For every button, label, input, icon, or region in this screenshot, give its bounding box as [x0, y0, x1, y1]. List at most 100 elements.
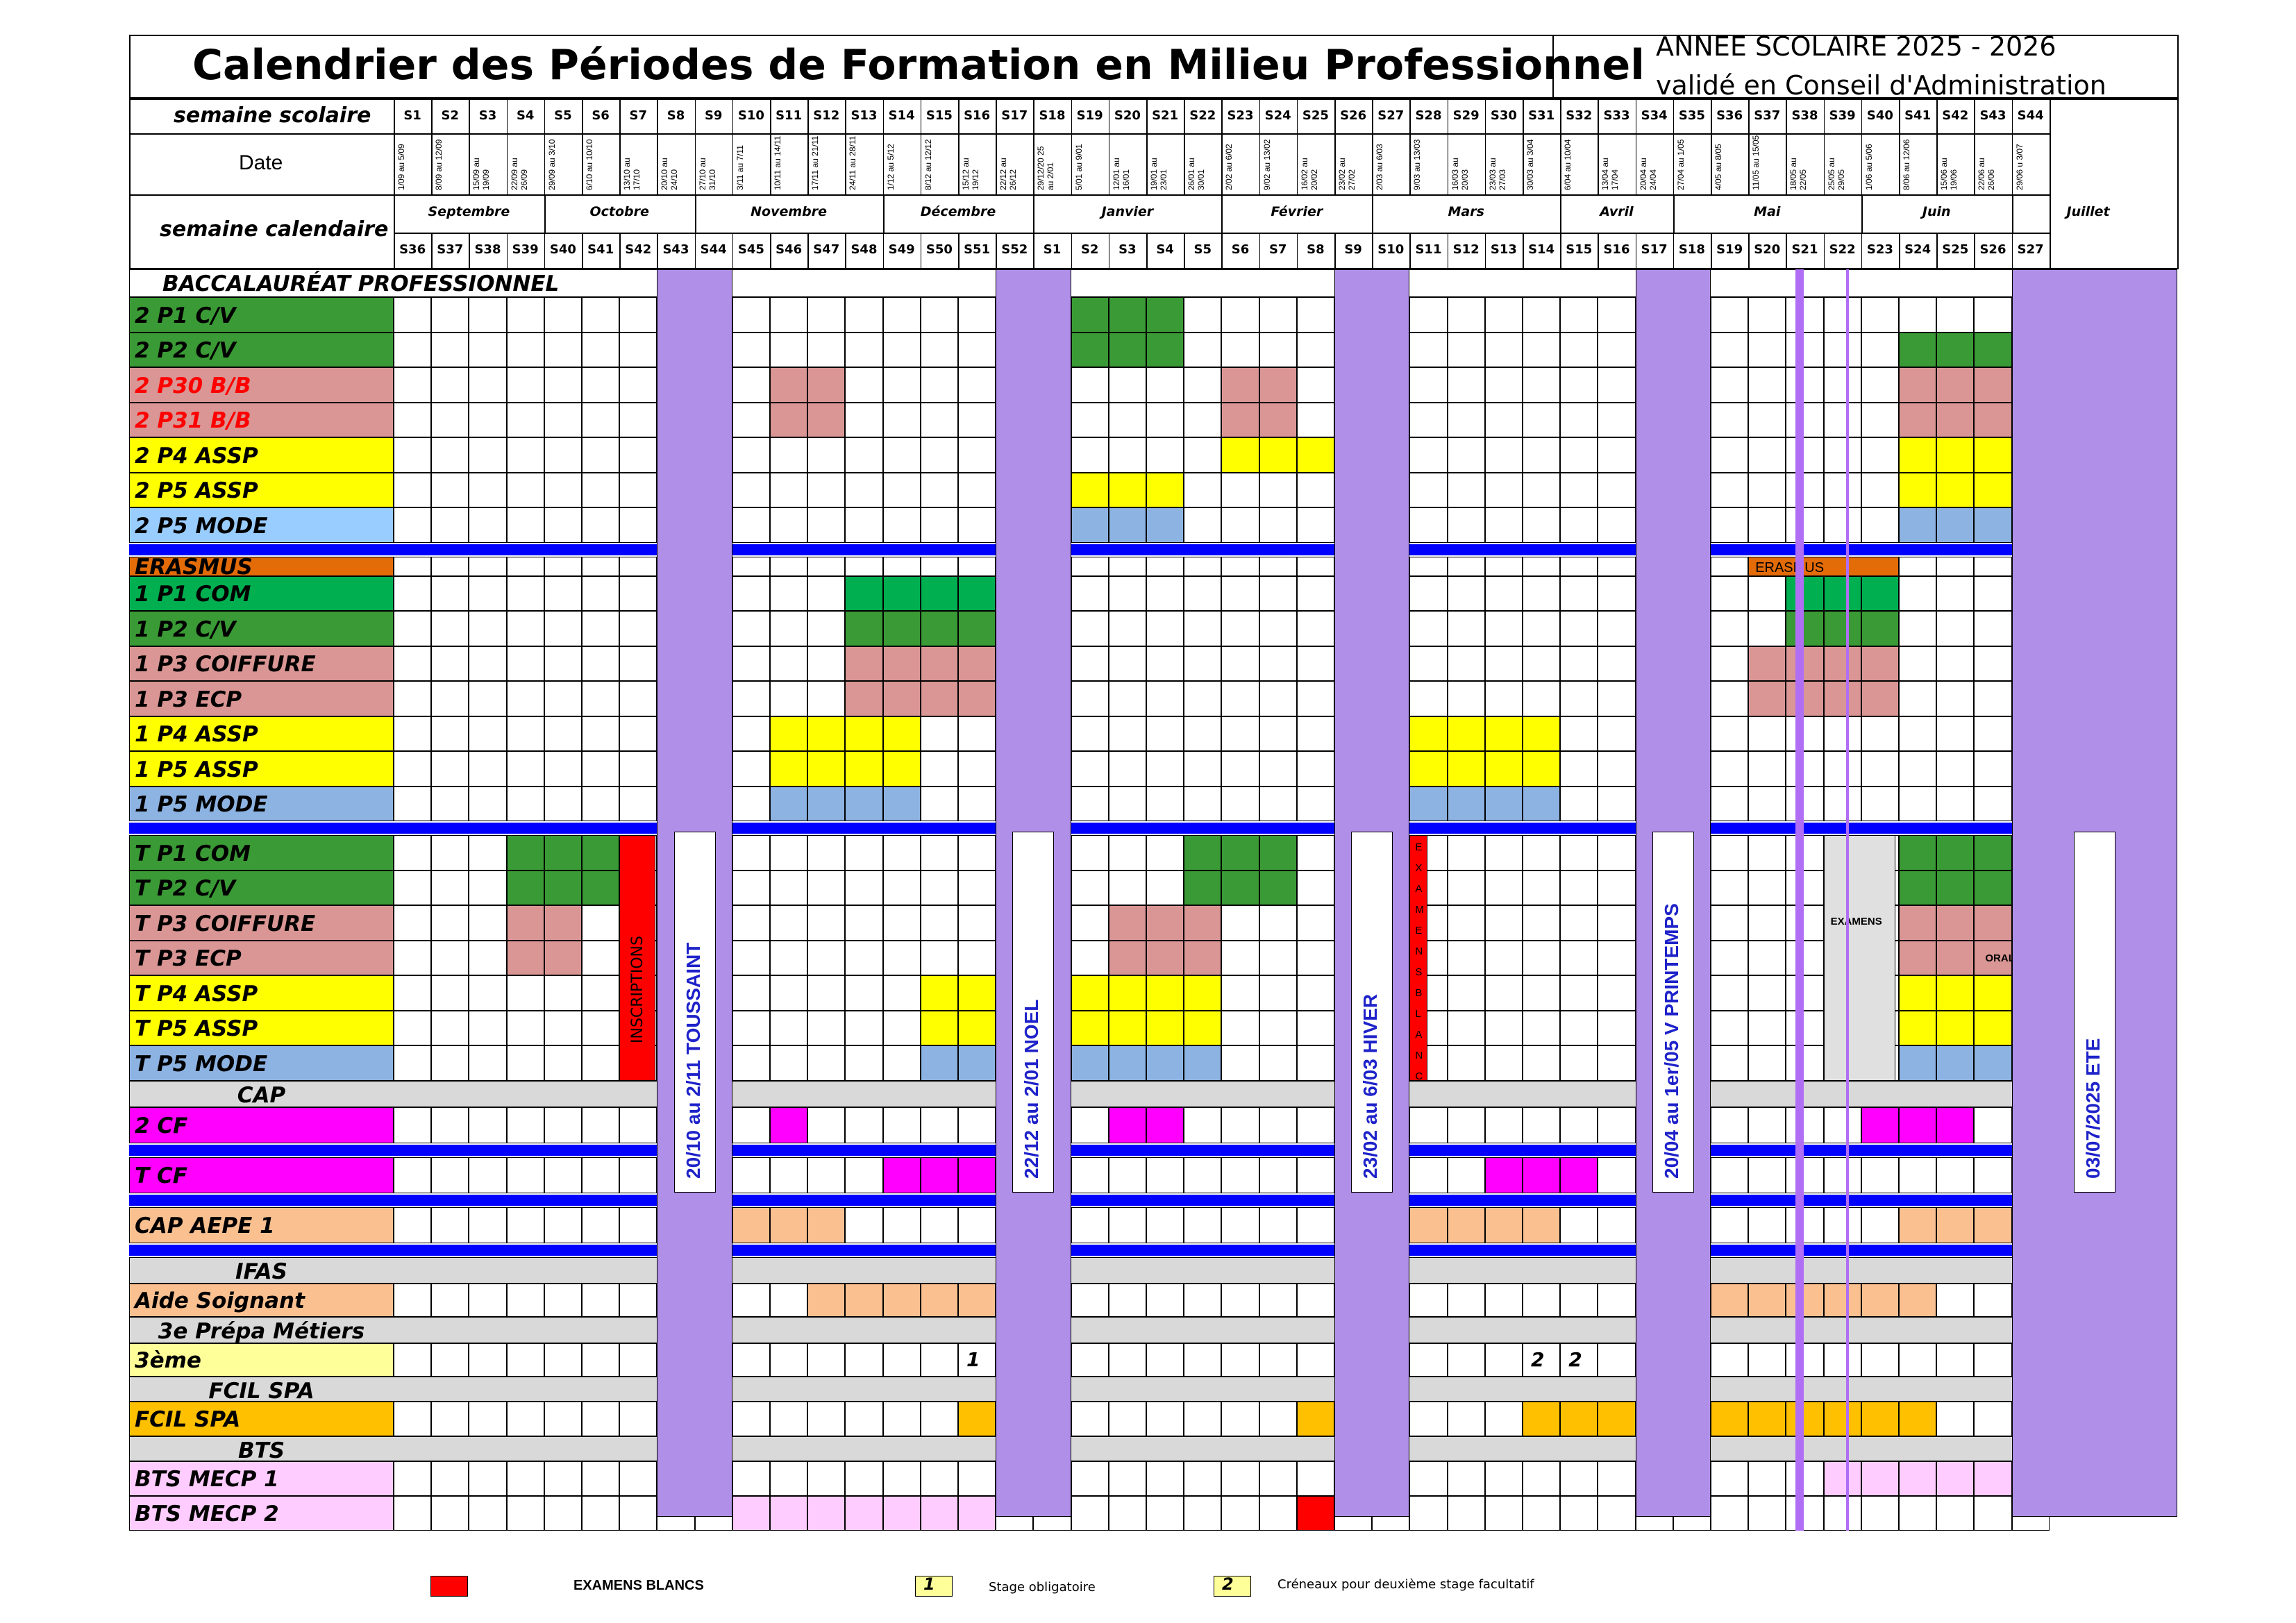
- grid-cell: [1974, 297, 2012, 333]
- grid-cell: [732, 681, 770, 716]
- grid-cell: [958, 905, 996, 941]
- grid-cell: [732, 611, 770, 646]
- grid-cell: [394, 681, 432, 716]
- school-week-label: S31: [1528, 108, 1555, 123]
- grid-cell: [1184, 646, 1222, 681]
- grid-cell: [1786, 975, 1824, 1011]
- header-col-line: [958, 99, 960, 194]
- grid-cell: [394, 835, 432, 871]
- school-week-label: S13: [850, 108, 878, 123]
- vacation-label-box: [1351, 832, 1393, 1193]
- grid-cell: [469, 1045, 507, 1081]
- vacation-label: 20/10 au 2/11 TOUSSAINT: [682, 942, 704, 1179]
- grid-cell: [1447, 1157, 1485, 1193]
- grid-cell: [1748, 786, 1786, 821]
- stage-cell: [1823, 611, 1861, 646]
- grid-cell: [1259, 1401, 1297, 1436]
- grid-cell: [1598, 646, 1636, 681]
- grid-cell: [732, 940, 770, 975]
- grid-cell: [1071, 402, 1109, 437]
- grid-cell: [1259, 905, 1297, 941]
- grid-cell: [582, 1107, 620, 1143]
- grid-cell: [1711, 575, 1749, 611]
- stage-cell: [1259, 437, 1297, 473]
- grid-cell: [1523, 1010, 1561, 1045]
- grid-cell: [920, 332, 958, 367]
- grid-cell: [469, 751, 507, 787]
- grid-cell: [1146, 1343, 1184, 1377]
- header-col-line-cal: [1372, 233, 1373, 269]
- stage-cell: [1108, 940, 1146, 975]
- examens-blanc-letter: L: [1415, 1008, 1421, 1020]
- header-col-line: [882, 99, 885, 194]
- date-label: 22/09 au 26/09: [509, 158, 529, 190]
- calendar-week-label: S12: [1452, 242, 1480, 257]
- grid-cell: [1409, 556, 1448, 576]
- header-col-line-cal: [1635, 233, 1637, 269]
- month-divider: [1560, 194, 1562, 233]
- grid-cell: [1484, 507, 1523, 543]
- grid-cell: [770, 1157, 808, 1193]
- row-label: 1 P4 ASSP: [135, 722, 258, 748]
- stage-cell: [1484, 716, 1523, 751]
- grid-cell: [958, 1206, 996, 1243]
- grid-cell: [1409, 646, 1448, 681]
- stage-cell: [920, 611, 958, 646]
- grid-cell: [1409, 1461, 1448, 1496]
- grid-cell: [958, 402, 996, 437]
- header-vline-right: [2049, 99, 2051, 269]
- stage-cell: [1296, 437, 1334, 473]
- stage-cell: [770, 1107, 808, 1143]
- grid-cell: [506, 556, 544, 576]
- stage-cell: [1409, 751, 1448, 787]
- grid-cell: [544, 556, 582, 576]
- row-label-bg: [129, 507, 394, 543]
- grid-cell: [1974, 611, 2012, 646]
- grid-cell: [1184, 786, 1222, 821]
- grid-cell: [1711, 507, 1749, 543]
- legend-two-num: 2: [1222, 1574, 1234, 1594]
- month-label: Novembre: [751, 204, 828, 219]
- stage-cell: [1861, 611, 1899, 646]
- grid-cell: [1146, 646, 1184, 681]
- grid-cell: [958, 835, 996, 871]
- grid-cell: [807, 1343, 846, 1377]
- date-label: 20/10 au 24/10: [660, 158, 680, 190]
- stage-cell: [807, 367, 846, 403]
- row-label: 2 P30 B/B: [135, 373, 251, 398]
- grid-cell: [1523, 1461, 1561, 1496]
- grid-cell: [431, 1283, 469, 1317]
- school-week-label: S27: [1377, 108, 1405, 123]
- stage-cell: [1786, 646, 1824, 681]
- school-week-label: S1: [403, 108, 421, 123]
- header-col-line-cal: [1748, 233, 1750, 269]
- grid-cell: [1560, 681, 1598, 716]
- grid-cell: [1861, 507, 1899, 543]
- header-col-line-cal: [1447, 233, 1449, 269]
- oral-label: ORAL: [1985, 952, 2015, 964]
- grid-cell: [1711, 786, 1749, 821]
- grid-cell: [770, 646, 808, 681]
- grid-cell: [1823, 472, 1861, 507]
- stage-cell: [882, 751, 921, 787]
- school-week-label: S20: [1114, 108, 1141, 123]
- grid-cell: [1071, 786, 1109, 821]
- grid-cell: [1786, 507, 1824, 543]
- grid-cell: [469, 786, 507, 821]
- grid-cell: [958, 297, 996, 333]
- grid-cell: [394, 1401, 432, 1436]
- grid-cell: [1598, 507, 1636, 543]
- row-label-bg: [129, 297, 394, 333]
- stage-cell: [1748, 1401, 1786, 1436]
- grid-cell: [582, 751, 620, 787]
- grid-cell: [920, 556, 958, 576]
- stage-cell: [770, 402, 808, 437]
- grid-cell: [1823, 751, 1861, 787]
- header-col-line: [1711, 99, 1712, 194]
- grid-cell: [1748, 297, 1786, 333]
- month-divider: [1221, 194, 1223, 233]
- grid-cell: [1711, 905, 1749, 941]
- stage-cell: [1936, 1461, 1975, 1496]
- section-header-fcil: [129, 1376, 2050, 1402]
- grid-cell: [1598, 1010, 1636, 1045]
